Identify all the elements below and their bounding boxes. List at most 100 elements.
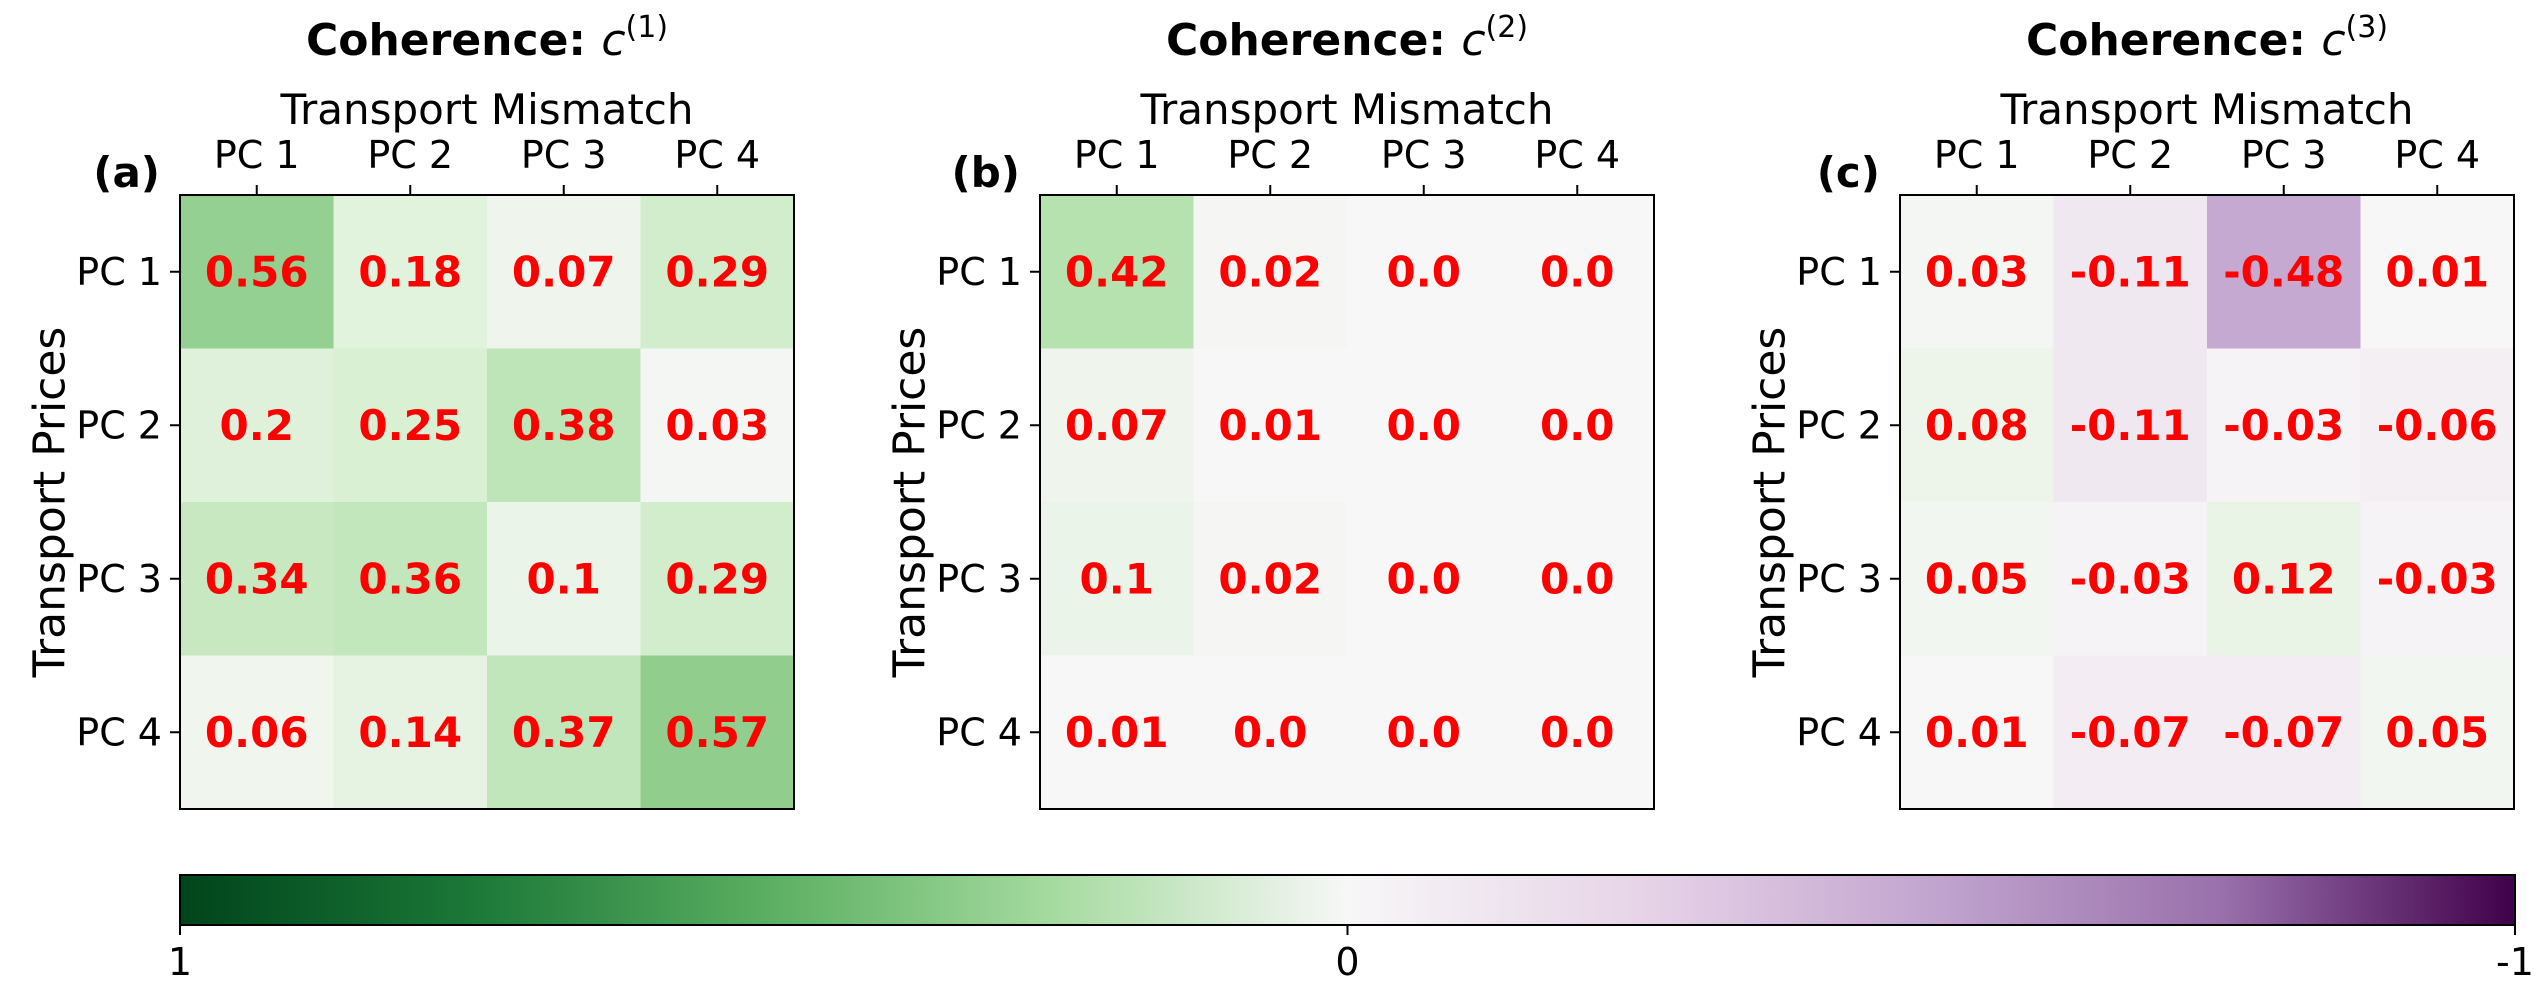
x-axis-label: Transport Mismatch <box>279 85 693 134</box>
colorbar: 1 0 -1 <box>168 874 2534 984</box>
heatmap-cell-r1-c4 <box>1500 195 1655 349</box>
colorbar-gradient <box>179 874 2516 926</box>
heatmap-cell-r1-c3 <box>487 195 641 349</box>
cell-value-label: -0.07 <box>2223 708 2344 757</box>
heatmap-cell-r2-c3 <box>1347 348 1501 503</box>
heatmap-panel-1: Coherence: c(1) Transport Mismatch (a) Tran… <box>25 10 795 810</box>
heatmap-cell-r1-c3 <box>2207 195 2361 349</box>
heatmap-cell-r2-c3 <box>487 348 641 503</box>
cell-value-label: -0.06 <box>2377 401 2498 450</box>
cell-value-label: 0.2 <box>220 401 294 450</box>
heatmap-cell-r3-c4 <box>640 502 795 656</box>
y-tick-label: PC 4 <box>936 710 1022 754</box>
cell-value-label: 0.01 <box>2385 247 2489 296</box>
heatmap-panel-3: Coherence: c(3) Transport Mismatch (c) Tran… <box>1745 10 2515 810</box>
heatmap-cell-r1-c2 <box>333 195 488 349</box>
heatmap-frame <box>1039 194 1655 810</box>
heatmap-cell-r2-c2 <box>333 348 488 503</box>
heatmap-cell-r4-c3 <box>2207 655 2361 810</box>
cell-value-label: -0.48 <box>2223 247 2344 296</box>
cell-value-label: 0.0 <box>1540 708 1614 757</box>
cell-value-label: -0.07 <box>2070 708 2191 757</box>
panel-label: (c) <box>1817 148 1880 197</box>
y-tick-label: PC 3 <box>1796 557 1882 601</box>
panel-title: Coherence: c(2) <box>1166 10 1528 66</box>
cell-value-label: 0.08 <box>1925 401 2029 450</box>
cell-value-label: 0.0 <box>1387 247 1461 296</box>
heatmap-cell-r2-c1 <box>1040 348 1194 503</box>
heatmap-cell-r1-c1 <box>1900 195 2054 349</box>
heatmap-cell-r3-c2 <box>2053 502 2208 656</box>
cell-value-label: 0.05 <box>1925 554 2029 603</box>
cell-value-label: 0.29 <box>665 247 769 296</box>
cell-value-label: 0.34 <box>205 554 309 603</box>
cell-value-label: 0.01 <box>1065 708 1169 757</box>
heatmap-cell-r2-c2 <box>2053 348 2208 503</box>
x-axis-label: Transport Mismatch <box>1999 85 2413 134</box>
heatmap-cell-r2-c4 <box>2360 348 2515 503</box>
heatmap-cell-r4-c2 <box>1193 655 1348 810</box>
y-axis-label: Transport Prices <box>885 327 936 679</box>
cell-value-label: 0.14 <box>358 708 462 757</box>
heatmap-cell-r3-c2 <box>1193 502 1348 656</box>
cell-value-label: 0.0 <box>1540 401 1614 450</box>
heatmap-frame <box>179 194 795 810</box>
cell-value-label: 0.0 <box>1540 247 1614 296</box>
heatmap-cell-r4-c1 <box>1040 655 1194 810</box>
cell-value-label: 0.29 <box>665 554 769 603</box>
heatmap-cell-r2-c4 <box>640 348 795 503</box>
x-tick-label: PC 2 <box>367 133 453 177</box>
colorbar-tick-label: 0 <box>1335 940 1359 984</box>
cell-value-label: 0.07 <box>1065 401 1169 450</box>
heatmap-cell-r2-c2 <box>1193 348 1348 503</box>
cell-value-label: 0.25 <box>358 401 462 450</box>
heatmap-cell-r3-c3 <box>2207 502 2361 656</box>
x-tick-label: PC 2 <box>1227 133 1313 177</box>
cell-value-label: 0.37 <box>512 708 616 757</box>
heatmap-panel-2: Coherence: c(2) Transport Mismatch (b) Tran… <box>885 10 1655 810</box>
cell-value-label: 0.01 <box>1925 708 2029 757</box>
x-tick-label: PC 1 <box>1934 133 2020 177</box>
cell-value-label: 0.0 <box>1387 708 1461 757</box>
heatmap-cell-r1-c2 <box>1193 195 1348 349</box>
heatmap-cell-r2-c1 <box>1900 348 2054 503</box>
cell-value-label: 0.03 <box>1925 247 2029 296</box>
panel-label: (b) <box>952 148 1020 197</box>
cell-value-label: 0.38 <box>512 401 616 450</box>
cell-value-label: 0.01 <box>1218 401 1322 450</box>
heatmap-cell-r1-c3 <box>1347 195 1501 349</box>
heatmap-cell-r1-c4 <box>640 195 795 349</box>
heatmap-cell-r3-c4 <box>1500 502 1655 656</box>
heatmap-cell-r4-c4 <box>2360 655 2515 810</box>
cell-value-label: 0.05 <box>2385 708 2489 757</box>
y-tick-label: PC 1 <box>76 250 162 294</box>
heatmap-cell-r3-c2 <box>333 502 488 656</box>
panel-title: Coherence: c(3) <box>2026 10 2388 66</box>
cell-value-label: 0.42 <box>1065 247 1169 296</box>
heatmap-cell-r2-c1 <box>180 348 334 503</box>
cell-value-label: 0.1 <box>1080 554 1154 603</box>
cell-value-label: -0.03 <box>2377 554 2498 603</box>
y-tick-label: PC 1 <box>936 250 1022 294</box>
heatmap-cell-r4-c2 <box>333 655 488 810</box>
cell-value-label: 0.1 <box>527 554 601 603</box>
cell-value-label: 0.0 <box>1233 708 1307 757</box>
x-tick-label: PC 3 <box>1381 133 1467 177</box>
x-tick-label: PC 4 <box>1534 133 1620 177</box>
heatmap-cell-r4-c1 <box>180 655 334 810</box>
cell-value-label: -0.03 <box>2223 401 2344 450</box>
colorbar-tick-label: 1 <box>168 940 192 984</box>
cell-value-label: 0.0 <box>1387 554 1461 603</box>
y-tick-label: PC 4 <box>76 710 162 754</box>
y-axis-label: Transport Prices <box>25 327 76 679</box>
heatmap-cell-r1-c1 <box>1040 195 1194 349</box>
cell-value-label: 0.36 <box>358 554 462 603</box>
heatmap-cell-r1-c2 <box>2053 195 2208 349</box>
heatmap-cell-r2-c4 <box>1500 348 1655 503</box>
cell-value-label: 0.12 <box>2232 554 2336 603</box>
x-tick-label: PC 4 <box>2394 133 2480 177</box>
heatmap-cell-r3-c3 <box>1347 502 1501 656</box>
cell-value-label: 0.02 <box>1218 554 1322 603</box>
cell-value-label: 0.57 <box>665 708 769 757</box>
